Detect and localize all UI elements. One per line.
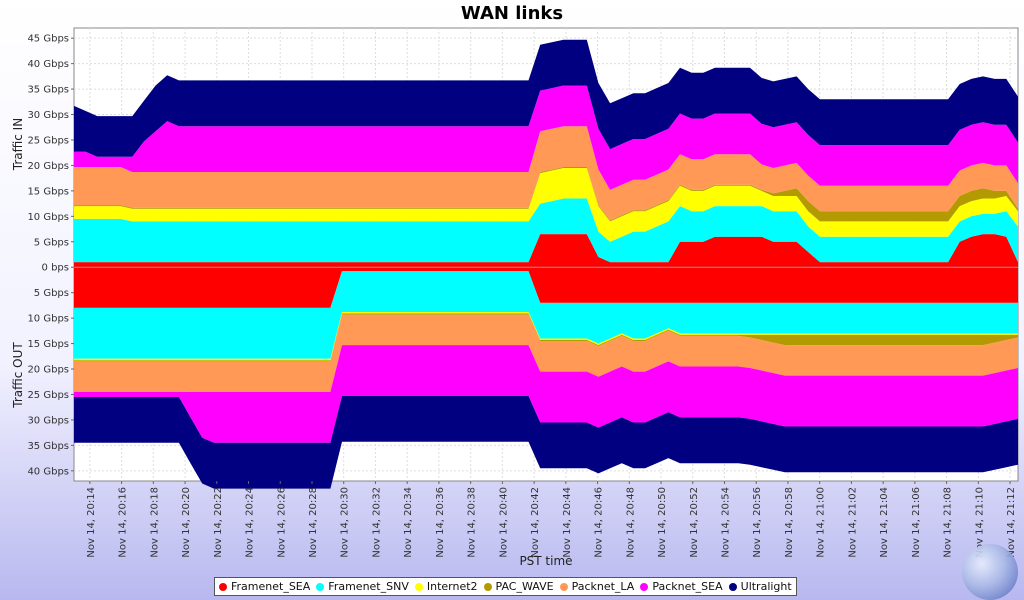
legend-item-pac-wave: PAC_WAVE (483, 580, 554, 593)
area-pac-wave-in (74, 167, 1018, 222)
x-tick-label: Nov 14, 20:48 (625, 487, 636, 558)
y-tick-label: 40 Gbps (27, 466, 69, 477)
x-tick-label: Nov 14, 20:14 (86, 487, 97, 558)
y-tick-label: 20 Gbps (27, 365, 69, 376)
x-axis-label: PST time (519, 554, 572, 568)
x-tick-label: Nov 14, 20:30 (340, 487, 351, 558)
area-packnet-la-in (74, 126, 1018, 221)
y-tick-label: 15 Gbps (27, 186, 69, 197)
x-tick-label: Nov 14, 20:44 (562, 487, 573, 558)
y-tick-label: 5 Gbps (34, 237, 69, 248)
legend: Framenet_SEA Framenet_SNV Internet2 PAC_WAV… (214, 577, 797, 596)
x-axis-ticks: Nov 14, 20:14 Nov 14, 20:16 Nov 14, 20:18 N… (86, 481, 1017, 558)
x-tick-label: Nov 14, 20:42 (530, 487, 541, 558)
legend-item-framenet-sea: Framenet_SEA (219, 580, 310, 593)
x-tick-label: Nov 14, 20:52 (689, 487, 700, 558)
x-tick-label: Nov 14, 20:40 (498, 487, 509, 558)
x-tick-label: Nov 14, 20:28 (308, 487, 319, 558)
y-tick-label: 40 Gbps (27, 59, 69, 70)
x-tick-label: Nov 14, 20:22 (213, 487, 224, 558)
x-tick-label: Nov 14, 21:12 (1006, 487, 1017, 558)
x-tick-label: Nov 14, 20:20 (181, 487, 192, 558)
x-tick-label: Nov 14, 20:26 (276, 487, 287, 558)
legend-label: Framenet_SEA (231, 580, 311, 593)
x-tick-label: Nov 14, 20:36 (435, 487, 446, 558)
y-axis-ticks: 45 Gbps 40 Gbps 35 Gbps 30 Gbps 25 Gbps 20 Gb… (27, 34, 74, 477)
legend-item-packnet-sea: Packnet_SEA (640, 580, 723, 593)
x-tick-label: Nov 14, 21:10 (974, 487, 985, 558)
series-areas (74, 39, 1018, 489)
legend-swatch-icon (414, 582, 423, 591)
legend-label: PAC_WAVE (495, 580, 554, 593)
y-tick-label: 45 Gbps (27, 34, 69, 45)
y-tick-label: 10 Gbps (27, 314, 69, 325)
x-tick-label: Nov 14, 20:46 (594, 487, 605, 558)
legend-swatch-icon (219, 582, 227, 591)
y-tick-label: 5 Gbps (34, 288, 69, 299)
y-label-out: Traffic OUT (11, 342, 25, 409)
area-packnet-sea-in (74, 85, 1018, 190)
area-packnet-la-out (74, 314, 1018, 392)
globe-icon (962, 544, 1018, 600)
x-tick-label: Nov 14, 20:18 (149, 487, 160, 558)
x-tick-label: Nov 14, 20:24 (245, 487, 256, 558)
y-tick-label: 25 Gbps (27, 390, 69, 401)
legend-swatch-icon (728, 582, 737, 591)
legend-swatch-icon (483, 582, 492, 591)
legend-swatch-icon (559, 582, 568, 591)
y-label-in: Traffic IN (11, 118, 25, 171)
area-framenet-sea-in (74, 234, 1018, 268)
x-tick-label: Nov 14, 20:32 (371, 487, 382, 558)
x-tick-label: Nov 14, 20:34 (403, 487, 414, 558)
legend-swatch-icon (640, 582, 649, 591)
y-tick-label: 10 Gbps (27, 212, 69, 223)
x-tick-label: Nov 14, 20:16 (118, 487, 129, 558)
legend-swatch-icon (316, 582, 325, 591)
x-tick-label: Nov 14, 20:58 (784, 487, 795, 558)
legend-label: Internet2 (426, 580, 478, 593)
chart-title: WAN links (461, 3, 563, 24)
legend-label: Packnet_LA (571, 580, 635, 593)
y-tick-label: 15 Gbps (27, 339, 69, 350)
x-tick-label: Nov 14, 20:56 (752, 487, 763, 558)
y-tick-label: 30 Gbps (27, 110, 69, 121)
y-tick-label: 30 Gbps (27, 415, 69, 426)
x-tick-label: Nov 14, 21:06 (911, 487, 922, 558)
area-framenet-snv-in (74, 198, 1018, 263)
legend-item-ultralight: Ultralight (728, 580, 792, 593)
y-tick-label: 35 Gbps (27, 85, 69, 96)
area-packnet-sea-out (74, 345, 1018, 443)
x-tick-label: Nov 14, 21:00 (816, 487, 827, 558)
legend-item-internet2: Internet2 (414, 580, 478, 593)
x-tick-label: Nov 14, 20:38 (467, 487, 478, 558)
y-tick-label: 0 bps (42, 263, 69, 274)
legend-item-framenet-snv: Framenet_SNV (316, 580, 409, 593)
area-internet2-in (74, 168, 1018, 242)
legend-item-packnet-la: Packnet_LA (559, 580, 635, 593)
x-tick-label: Nov 14, 20:54 (720, 487, 731, 558)
x-tick-label: Nov 14, 21:02 (847, 487, 858, 558)
legend-label: Packnet_SEA (652, 580, 723, 593)
area-ultralight-out (74, 396, 1018, 489)
area-framenet-sea-out (74, 267, 1018, 308)
y-tick-label: 20 Gbps (27, 161, 69, 172)
x-tick-label: Nov 14, 21:08 (943, 487, 954, 558)
area-ultralight-in (74, 39, 1018, 157)
legend-label: Ultralight (740, 580, 792, 593)
x-tick-label: Nov 14, 20:50 (657, 487, 668, 558)
y-tick-label: 35 Gbps (27, 441, 69, 452)
x-tick-label: Nov 14, 21:04 (879, 487, 890, 558)
y-tick-label: 25 Gbps (27, 135, 69, 146)
legend-label: Framenet_SNV (328, 580, 409, 593)
area-framenet-snv-out (74, 271, 1018, 359)
area-pac-wave-out (74, 313, 1018, 362)
